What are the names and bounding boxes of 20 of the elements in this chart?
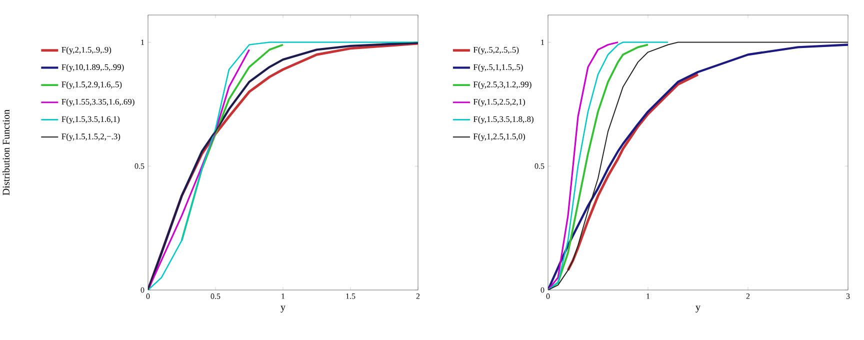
legend-label: F(y,1.55,3.35,1.6,.69) [62, 98, 134, 106]
line-series [548, 44, 649, 290]
line-series [180, 44, 284, 242]
legend-label: F(y,1.5,1.5,2,−.3) [62, 133, 120, 142]
legend-label: F(y,1,2.5,1.5,0) [473, 133, 525, 142]
x-axis-title: y [696, 306, 700, 312]
legend-label: F(y,2.5,3,1.2,.99) [473, 81, 532, 90]
line-series [566, 73, 700, 272]
legend-label: F(y,10,1.89,.5,.99) [62, 64, 124, 72]
legend-label: F(y,2,1.5,.9,.9) [62, 46, 112, 54]
legend-label: F(y,1.5,3.5,1.6,1) [62, 116, 120, 124]
y-axis-title: Distribution Function [2, 110, 10, 196]
legend-label: F(y,.5,1,1.5,.5) [473, 64, 523, 72]
legend-label: F(y,1.5,2.5,2,1) [473, 98, 525, 106]
line-series [548, 41, 619, 290]
legend-label: F(y,1.5,3.5,1.8,.8) [473, 116, 534, 124]
legend-label: F(y,.5,2,.5,.5) [473, 46, 519, 54]
legend-label: F(y,1.5,2.9,1.6,.5) [62, 81, 122, 90]
line-series [148, 48, 250, 290]
x-axis-title: y [280, 306, 286, 312]
